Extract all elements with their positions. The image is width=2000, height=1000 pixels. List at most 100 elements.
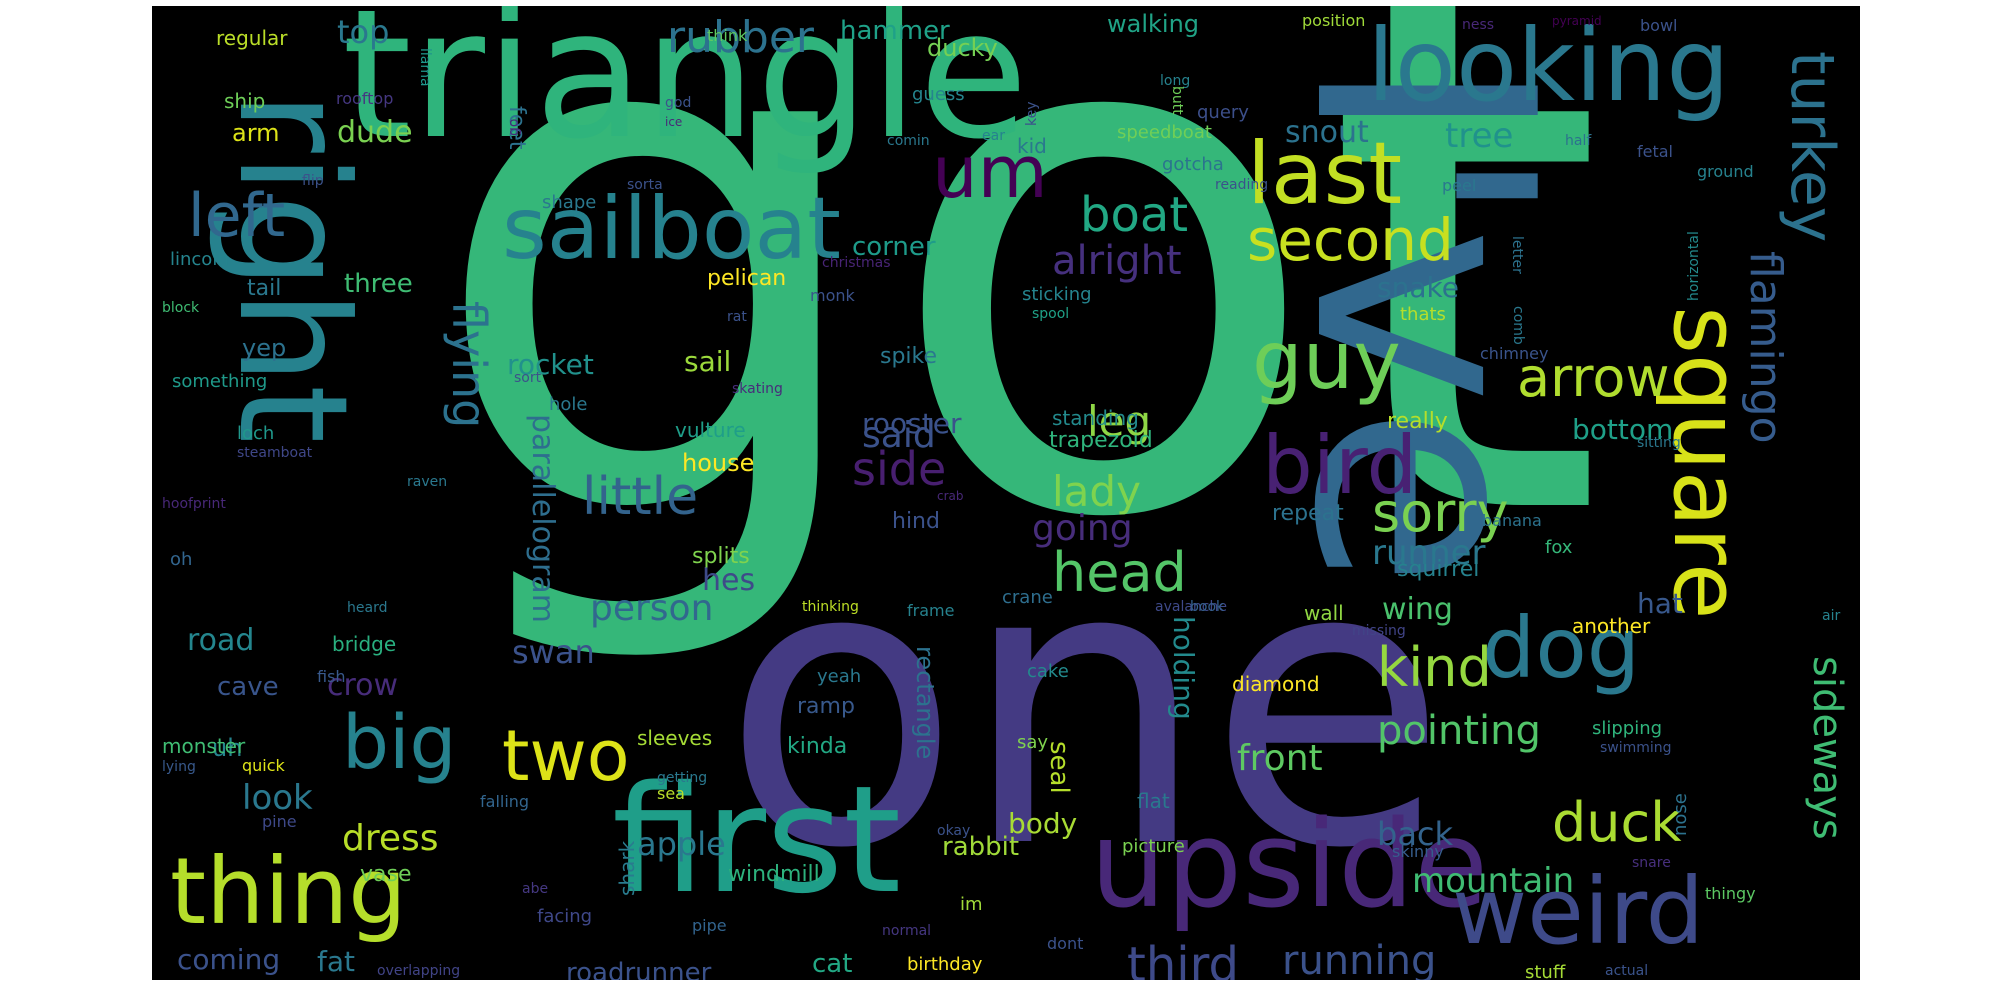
word-square: square xyxy=(1653,306,1760,620)
word-cat: cat xyxy=(812,949,853,979)
word-squirrel: squirrel xyxy=(1397,557,1480,582)
word-position: position xyxy=(1302,11,1366,30)
word-book: book xyxy=(1190,599,1225,615)
word-banana: banana xyxy=(1482,511,1542,530)
word-ground: ground xyxy=(1697,162,1754,181)
word-sleeves: sleeves xyxy=(637,726,713,750)
word-frame: frame xyxy=(907,601,955,620)
word-mountain: mountain xyxy=(1412,861,1575,901)
word-rat: rat xyxy=(727,309,747,325)
word-sideways: sideways xyxy=(1804,656,1850,840)
word-lincoln: lincoln xyxy=(170,249,229,270)
word-snare: snare xyxy=(1632,855,1671,871)
word-holding: holding xyxy=(1167,616,1200,720)
word-ducky: ducky xyxy=(927,34,998,62)
word-boat: boat xyxy=(1080,187,1189,243)
word-person: person xyxy=(590,588,714,629)
word-christmas: christmas xyxy=(822,255,891,271)
word-regular: regular xyxy=(216,26,288,50)
word-house: house xyxy=(682,449,755,477)
word-gotcha: gotcha xyxy=(1162,154,1224,175)
word-little: little xyxy=(582,467,699,527)
word-runner: runner xyxy=(1372,533,1486,573)
word-air: air xyxy=(1822,608,1841,624)
word-quick: quick xyxy=(242,756,285,775)
word-apple: apple xyxy=(637,825,726,863)
word-pelican: pelican xyxy=(707,266,787,291)
word-walking: walking xyxy=(1107,10,1200,38)
word-rocket: rocket xyxy=(507,348,594,381)
word-avalanche: avalanche xyxy=(1155,599,1227,615)
word-thingy: thingy xyxy=(1705,884,1756,903)
word-road: road xyxy=(187,623,255,658)
word-skinny: skinny xyxy=(1392,842,1444,861)
word-back: back xyxy=(1377,815,1454,853)
word-kid: kid xyxy=(1017,134,1047,158)
word-ness: ness xyxy=(1462,17,1495,33)
word-splits: splits xyxy=(692,544,750,569)
word-alright: alright xyxy=(1052,238,1182,284)
word-rectangle: rectangle xyxy=(911,646,939,760)
word-vulture: vulture xyxy=(675,418,746,442)
word-im: im xyxy=(960,894,983,915)
word-nose: nose xyxy=(1670,793,1691,836)
word-spool: spool xyxy=(1032,306,1070,322)
word-half: half xyxy=(1565,133,1592,149)
word-tree: tree xyxy=(1445,116,1514,156)
word-crab: crab xyxy=(937,489,964,503)
word-dog: dog xyxy=(1482,599,1641,697)
word-butt: butt xyxy=(1169,86,1185,115)
word-last: last xyxy=(1247,124,1403,224)
word-trapezoid: trapezoid xyxy=(1049,428,1153,453)
word-hind: hind xyxy=(892,509,940,534)
word-pipe: pipe xyxy=(692,916,727,935)
word-crane: crane xyxy=(1002,587,1053,608)
word-flying: flying xyxy=(442,301,496,429)
word-guess: guess xyxy=(912,84,965,105)
word-tail: tail xyxy=(247,276,282,301)
word-standing: standing xyxy=(1052,406,1139,430)
word-rooster: rooster xyxy=(862,407,962,440)
word-turkey: turkey xyxy=(1777,51,1847,243)
word-sort: sort xyxy=(514,370,542,386)
word-second: second xyxy=(1247,206,1454,274)
word-shark: shark xyxy=(615,840,639,896)
word-weird: weird xyxy=(1452,858,1705,965)
word-think: think xyxy=(707,26,748,45)
word-block: block xyxy=(162,300,200,316)
word-missing: missing xyxy=(1352,623,1406,639)
word-diamond: diamond xyxy=(1232,672,1320,696)
word-seal: seal xyxy=(1044,741,1074,794)
word-peel: peel xyxy=(1442,176,1477,195)
word-windmill: windmill xyxy=(728,862,820,887)
word-wing: wing xyxy=(1382,592,1453,627)
word-letter: letter xyxy=(1509,236,1525,274)
word-front: front xyxy=(1237,738,1323,779)
word-another: another xyxy=(1572,614,1651,638)
word-cake: cake xyxy=(1027,661,1069,682)
word-overlapping: overlapping xyxy=(377,963,461,979)
word-triangle: triangle xyxy=(342,6,1029,178)
word-hes: hes xyxy=(702,563,756,598)
word-duck: duck xyxy=(1552,791,1682,854)
word-hoofprint: hoofprint xyxy=(162,496,226,512)
word-vase: vase xyxy=(360,862,412,887)
word-hammer: hammer xyxy=(840,16,950,46)
word-sailboat: sailboat xyxy=(502,179,841,279)
word-flip: flip xyxy=(302,173,324,189)
word-repeat: repeat xyxy=(1272,501,1344,526)
word-bird: bird xyxy=(1262,419,1418,512)
word-sea: sea xyxy=(657,784,685,803)
word-running: running xyxy=(1282,938,1437,980)
word-actual: actual xyxy=(1605,963,1649,979)
word-upside: upside xyxy=(1090,796,1489,935)
word-okay: okay xyxy=(937,823,971,839)
word-abe: abe xyxy=(522,881,549,897)
word-spike: spike xyxy=(880,344,938,369)
word-three: three xyxy=(344,269,413,299)
word-monk: monk xyxy=(810,286,855,305)
word-thinking: thinking xyxy=(802,599,859,615)
word-hat: hat xyxy=(1637,587,1683,620)
word-normal: normal xyxy=(882,923,932,939)
word-um: um xyxy=(932,130,1048,214)
